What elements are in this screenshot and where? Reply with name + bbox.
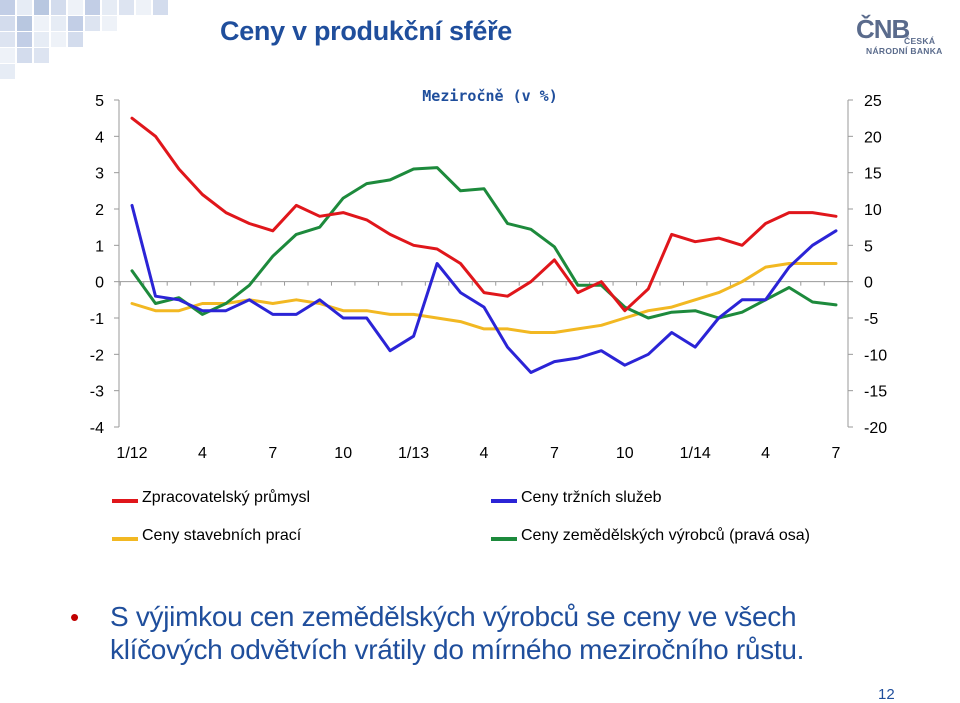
y-right-tick-label: -10 — [864, 347, 887, 364]
page-title: Ceny v produkční sféře — [220, 16, 512, 46]
mosaic-tile — [0, 0, 15, 15]
mosaic-tile — [34, 16, 49, 31]
logo-line2: NÁRODNÍ BANKA — [866, 46, 943, 56]
mosaic-tile — [102, 0, 117, 15]
y-right-tick-label: 20 — [864, 129, 882, 146]
mosaic-tile — [119, 0, 134, 15]
mosaic-tile — [85, 16, 100, 31]
x-tick-label: 1/14 — [680, 445, 711, 462]
legend-label: Ceny tržních služeb — [521, 489, 662, 506]
x-tick-label: 10 — [616, 445, 634, 462]
mosaic-tile — [17, 16, 32, 31]
mosaic-tile — [17, 48, 32, 63]
y-right-tick-label: 5 — [864, 238, 873, 255]
y-left-tick-label: 0 — [95, 275, 104, 292]
y-left-tick-label: 3 — [95, 166, 104, 183]
legend-label: Zpracovatelský průmysl — [142, 489, 311, 506]
x-tick-label: 7 — [268, 445, 277, 462]
x-tick-label: 1/12 — [116, 445, 147, 462]
y-left-tick-label: 5 — [95, 93, 104, 110]
mosaic-tile — [34, 0, 49, 15]
mosaic-tile — [51, 32, 66, 47]
mosaic-tile — [153, 0, 168, 15]
mosaic-tile — [34, 48, 49, 63]
x-tick-label: 7 — [550, 445, 559, 462]
mosaic-tile — [68, 32, 83, 47]
y-right-tick-label: 15 — [864, 166, 882, 183]
y-left-tick-label: 1 — [95, 238, 104, 255]
mosaic-tile — [102, 16, 117, 31]
mosaic-tile — [17, 32, 32, 47]
y-left-tick-label: 4 — [95, 129, 104, 146]
x-tick-label: 4 — [480, 445, 489, 462]
y-left-tick-label: -3 — [90, 384, 104, 401]
mosaic-tile — [17, 0, 32, 15]
chart-axes — [114, 99, 853, 428]
legend-label: Ceny zemědělských výrobců (pravá osa) — [521, 527, 811, 544]
mosaic-tile — [0, 32, 15, 47]
x-tick-label: 10 — [334, 445, 352, 462]
mosaic-tile — [85, 0, 100, 15]
mosaic-tile — [0, 16, 15, 31]
y-right-tick-label: -5 — [864, 311, 878, 328]
x-tick-label: 1/13 — [398, 445, 429, 462]
y-left-tick-label: -2 — [90, 347, 104, 364]
y-left-tick-label: -1 — [90, 311, 104, 328]
mosaic-tile — [34, 32, 49, 47]
mosaic-tile — [0, 64, 15, 79]
legend-swatch — [112, 537, 138, 541]
bullet-text: S výjimkou cen zemědělských výrobců se c… — [110, 601, 805, 665]
decorative-mosaic — [0, 0, 180, 80]
x-tick-label: 7 — [832, 445, 841, 462]
x-tick-label: 4 — [761, 445, 770, 462]
mosaic-tile — [0, 48, 15, 63]
mosaic-tile — [51, 0, 66, 15]
mosaic-tile — [68, 16, 83, 31]
line-chart: Meziročně (v %) 543210-1-2-3-42520151050… — [90, 87, 887, 462]
legend-swatch — [112, 499, 138, 503]
page-number: 12 — [878, 686, 895, 703]
chart-series — [130, 116, 838, 374]
cnb-logo: ČNB ČESKÁ NÁRODNÍ BANKA — [856, 14, 946, 56]
bullet-icon: • — [70, 602, 80, 632]
y-left-tick-label: -4 — [90, 420, 104, 437]
mosaic-tile — [136, 0, 151, 15]
chart-subtitle: Meziročně (v %) — [422, 87, 557, 105]
y-right-tick-label: -15 — [864, 384, 887, 401]
series-line — [130, 262, 838, 334]
y-right-tick-label: 25 — [864, 93, 882, 110]
y-left-tick-label: 2 — [95, 202, 104, 219]
logo-mark: ČNB — [856, 14, 910, 44]
mosaic-tile — [68, 0, 83, 15]
y-right-tick-label: -20 — [864, 420, 887, 437]
series-line — [130, 116, 838, 313]
legend-swatch — [491, 537, 517, 541]
legend-swatch — [491, 499, 517, 503]
mosaic-tile — [51, 16, 66, 31]
logo-line1: ČESKÁ — [904, 36, 936, 46]
x-tick-label: 4 — [198, 445, 207, 462]
series-line — [130, 203, 838, 374]
legend-label: Ceny stavebních prací — [142, 527, 302, 544]
y-right-tick-label: 10 — [864, 202, 882, 219]
y-right-tick-label: 0 — [864, 275, 873, 292]
